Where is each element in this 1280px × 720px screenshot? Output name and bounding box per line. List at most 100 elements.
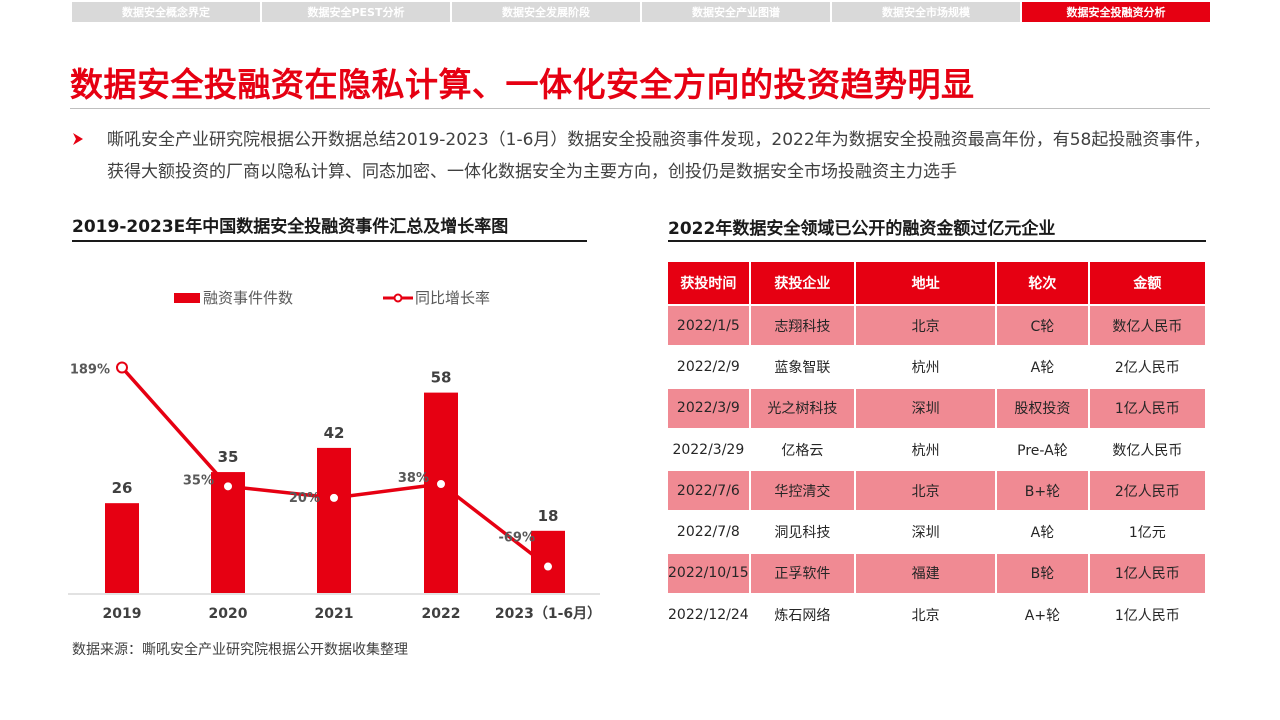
growth-value-label: 189% bbox=[70, 363, 110, 378]
table-header-cell: 地址 bbox=[855, 262, 998, 305]
table-cell: 2亿人民币 bbox=[1088, 346, 1205, 388]
x-tick-label: 2022 bbox=[422, 606, 461, 622]
page-title: 数据安全投融资在隐私计算、一体化安全方向的投资趋势明显 bbox=[70, 65, 975, 104]
x-tick-label: 2019 bbox=[103, 606, 142, 622]
table-cell: 数亿人民币 bbox=[1088, 305, 1205, 347]
table-body: 2022/1/5 志翔科技 北京 C轮 数亿人民币 2022/2/9 蓝象智联 杭州 A轮 2亿人… bbox=[668, 305, 1205, 636]
table-row: 2022/3/29 亿格云 杭州 Pre-A轮 数亿人民币 bbox=[668, 428, 1205, 471]
table-cell: 华控清交 bbox=[749, 470, 857, 512]
table-cell: Pre-A轮 bbox=[996, 428, 1090, 471]
table-cell: 炼石网络 bbox=[749, 594, 857, 636]
table-cell: 2022/1/5 bbox=[668, 305, 751, 347]
bar-value-label: 58 bbox=[431, 369, 452, 387]
table-cell: A轮 bbox=[996, 511, 1090, 553]
growth-value-label: 20% bbox=[289, 491, 320, 506]
growth-point-2 bbox=[328, 491, 340, 504]
table-cell: 杭州 bbox=[855, 346, 998, 388]
table-title: 2022年数据安全领域已公开的融资金额过亿元企业 bbox=[668, 219, 1056, 239]
table-cell: 北京 bbox=[855, 594, 998, 636]
section-tabs: 数据安全概念界定 数据安全PEST分析 数据安全发展阶段 数据安全产业图谱 数据安全市场… bbox=[72, 2, 1210, 22]
legend-line: 同比增长率 bbox=[383, 287, 490, 308]
tab-0[interactable]: 数据安全概念界定 bbox=[72, 2, 262, 22]
table-cell: 光之树科技 bbox=[749, 387, 857, 429]
combo-chart: 26 35 42 58 18 189% 35% 20% 38% -69% 2019 2020 2021 2… bbox=[68, 361, 601, 622]
table-cell: 1亿人民币 bbox=[1088, 594, 1205, 636]
x-tick-label: 2023（1-6月） bbox=[495, 606, 601, 622]
table-cell: 2022/3/9 bbox=[668, 387, 751, 429]
financing-table: 获投时间 获投企业 地址 轮次 金额 2022/1/5 志翔科技 北京 C轮 数亿人民币 2022… bbox=[668, 262, 1205, 636]
table-cell: 2亿人民币 bbox=[1088, 470, 1205, 512]
table-cell: 数亿人民币 bbox=[1088, 428, 1205, 471]
table-cell: 1亿人民币 bbox=[1088, 552, 1205, 595]
table-cell: A+轮 bbox=[996, 594, 1090, 636]
table-row: 2022/10/15 正孚软件 福建 B轮 1亿人民币 bbox=[668, 552, 1205, 595]
chart-title-rule bbox=[72, 240, 587, 242]
bar-value-label: 42 bbox=[324, 424, 345, 442]
bar-0 bbox=[105, 503, 139, 593]
table-row: 2022/7/8 洞见科技 深圳 A轮 1亿元 bbox=[668, 511, 1205, 553]
table-header-cell: 获投时间 bbox=[668, 262, 751, 305]
tab-3[interactable]: 数据安全产业图谱 bbox=[642, 2, 832, 22]
table-cell: 福建 bbox=[855, 552, 998, 595]
intro-text: 嘶吼安全产业研究院根据公开数据总结2019-2023（1-6月）数据安全投融资事… bbox=[107, 130, 1211, 182]
x-tick-label: 2020 bbox=[209, 606, 248, 622]
table-cell: 杭州 bbox=[855, 428, 998, 471]
table-cell: 深圳 bbox=[855, 511, 998, 553]
growth-value-label: -69% bbox=[498, 531, 535, 546]
table-cell: 1亿人民币 bbox=[1088, 387, 1205, 429]
data-source: 数据来源：嘶吼安全产业研究院根据公开数据收集整理 bbox=[72, 642, 408, 658]
growth-value-label: 38% bbox=[398, 471, 429, 486]
bullet-arrow-icon bbox=[73, 133, 83, 145]
bar-value-label: 26 bbox=[112, 479, 133, 497]
table-cell: B轮 bbox=[996, 552, 1090, 595]
table-row: 2022/1/5 志翔科技 北京 C轮 数亿人民币 bbox=[668, 305, 1205, 347]
table-row: 2022/7/6 华控清交 北京 B+轮 2亿人民币 bbox=[668, 470, 1205, 512]
tab-1[interactable]: 数据安全PEST分析 bbox=[262, 2, 452, 22]
table-cell: C轮 bbox=[996, 305, 1090, 347]
bar-value-label: 18 bbox=[538, 507, 559, 525]
table-cell: 2022/7/6 bbox=[668, 470, 751, 512]
table-cell: 正孚软件 bbox=[749, 552, 857, 595]
x-tick-label: 2021 bbox=[315, 606, 354, 622]
growth-point-0 bbox=[116, 361, 128, 374]
table-cell: 深圳 bbox=[855, 387, 998, 429]
table-cell: 亿格云 bbox=[749, 428, 857, 471]
table-header-cell: 轮次 bbox=[996, 262, 1090, 305]
table-cell: 2022/7/8 bbox=[668, 511, 751, 553]
table-cell: 洞见科技 bbox=[749, 511, 857, 553]
table-cell: 2022/3/29 bbox=[668, 428, 751, 471]
legend-bar-swatch bbox=[174, 292, 200, 303]
table-cell: 2022/2/9 bbox=[668, 346, 751, 388]
table-row: 2022/2/9 蓝象智联 杭州 A轮 2亿人民币 bbox=[668, 346, 1205, 388]
legend-line-label: 同比增长率 bbox=[415, 289, 491, 307]
table-title-rule bbox=[668, 240, 1206, 242]
table-cell: 股权投资 bbox=[996, 387, 1090, 429]
bar-value-label: 35 bbox=[218, 448, 239, 466]
growth-point-3 bbox=[435, 478, 447, 490]
title-divider bbox=[70, 108, 1210, 109]
table-cell: 北京 bbox=[855, 305, 998, 347]
table-cell: 蓝象智联 bbox=[749, 346, 857, 388]
bar-2 bbox=[317, 447, 351, 593]
tab-4[interactable]: 数据安全市场规模 bbox=[832, 2, 1022, 22]
legend-line-swatch bbox=[383, 293, 413, 302]
table-cell: 2022/12/24 bbox=[668, 594, 751, 636]
table-cell: 2022/10/15 bbox=[668, 552, 751, 595]
table-cell: A轮 bbox=[996, 346, 1090, 388]
tab-5[interactable]: 数据安全投融资分析 bbox=[1022, 2, 1210, 22]
legend-bar-label: 融资事件件数 bbox=[203, 289, 294, 307]
table-cell: 志翔科技 bbox=[749, 305, 857, 347]
table-cell: B+轮 bbox=[996, 470, 1090, 512]
table-cell: 北京 bbox=[855, 470, 998, 512]
growth-point-4 bbox=[542, 560, 554, 573]
table-row: 2022/3/9 光之树科技 深圳 股权投资 1亿人民币 bbox=[668, 387, 1205, 429]
table-cell: 1亿元 bbox=[1088, 511, 1205, 553]
table-header-cell: 获投企业 bbox=[749, 262, 857, 305]
tab-2[interactable]: 数据安全发展阶段 bbox=[452, 2, 642, 22]
growth-value-label: 35% bbox=[183, 473, 214, 488]
table-row: 2022/12/24 炼石网络 北京 A+轮 1亿人民币 bbox=[668, 594, 1205, 636]
growth-point-1 bbox=[222, 480, 234, 493]
chart-title: 2019-2023E年中国数据安全投融资事件汇总及增长率图 bbox=[72, 217, 509, 237]
table-header-row: 获投时间 获投企业 地址 轮次 金额 bbox=[668, 262, 1205, 305]
legend-bar: 融资事件件数 bbox=[174, 287, 293, 308]
